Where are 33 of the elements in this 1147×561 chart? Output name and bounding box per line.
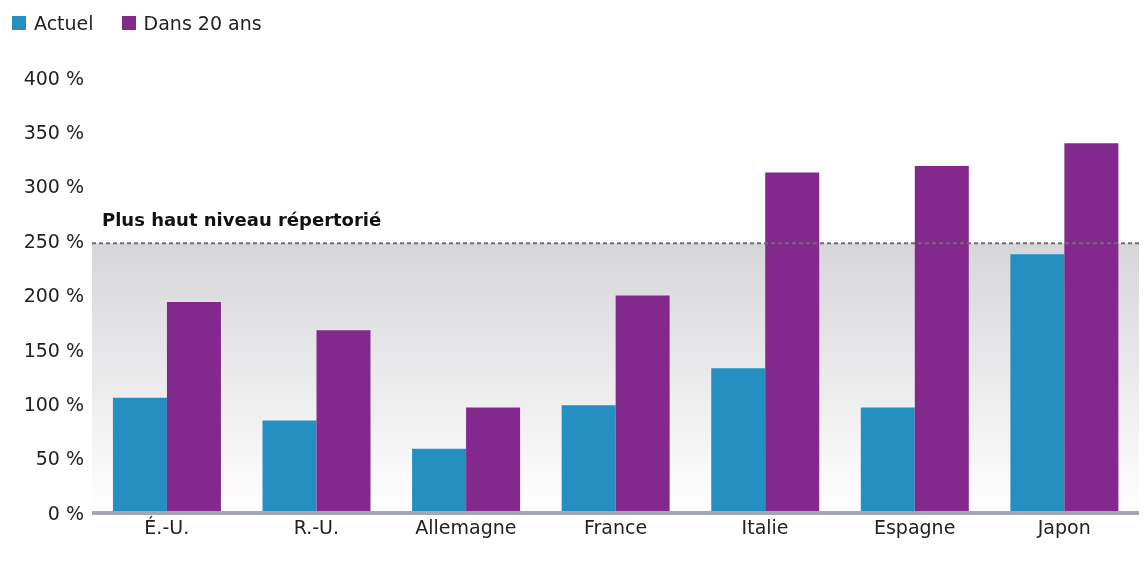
y-tick-label: 0 % [47,501,84,524]
bar [914,166,969,513]
bar [765,172,820,513]
y-tick-label: 250 % [23,229,84,252]
x-tick-label: Italie [741,516,789,539]
x-tick-label: France [583,516,648,539]
y-tick-label: 150 % [23,338,84,361]
x-tick-label: Allemagne [415,516,517,539]
bar [615,295,670,513]
bar [1010,254,1065,513]
y-tick-label: 200 % [23,284,84,307]
y-tick-label: 400 % [23,66,84,89]
y-tick-label: 350 % [23,121,84,144]
legend-label: Actuel [33,12,94,34]
bar [112,397,167,513]
y-tick-label: 300 % [23,175,84,198]
bar [561,405,616,513]
bar [466,407,521,513]
y-tick-label: 50 % [35,447,84,470]
bar [262,420,317,513]
bar [412,448,467,513]
x-tick-label: Espagne [873,516,956,539]
bar [711,368,766,513]
y-tick-label: 100 % [23,392,84,415]
legend-label: Dans 20 ans [142,12,262,34]
bar [1064,143,1119,513]
ref-line-label: Plus haut niveau répertorié [102,209,382,231]
x-tick-label: É.-U. [144,516,190,539]
bar [166,302,221,513]
bar [316,330,371,513]
x-tick-label: R.-U. [293,516,340,539]
bar [860,407,915,513]
x-tick-label: Japon [1036,516,1091,539]
